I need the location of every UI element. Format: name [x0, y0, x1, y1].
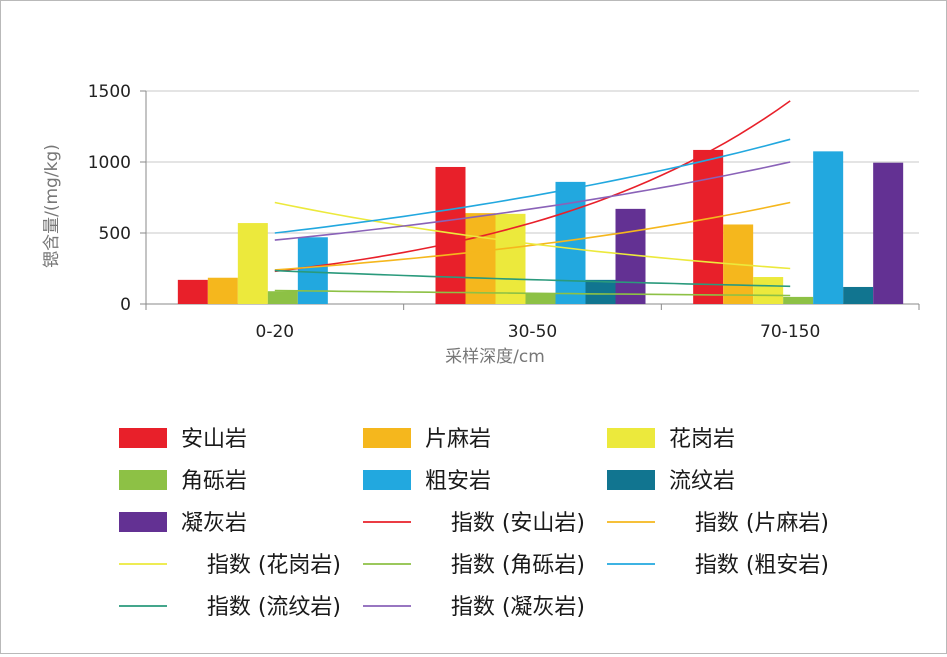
trendline-1	[274, 100, 791, 273]
legend-label: 花岗岩	[669, 427, 735, 452]
trendline-5	[274, 138, 791, 234]
legend-label: 安山岩	[181, 427, 247, 452]
legend-label: 指数 (片麻岩)	[695, 511, 829, 536]
legend-swatch-6	[607, 470, 655, 490]
bar-1-1	[177, 279, 208, 304]
legend-swatch-5	[363, 470, 411, 490]
bar-5-2	[555, 181, 586, 304]
legend-swatch-1	[119, 428, 167, 448]
legend-label: 指数 (流纹岩)	[207, 595, 341, 620]
bar-3-1	[237, 223, 268, 304]
bar-3-3	[753, 277, 784, 304]
y-tick-label: 1500	[88, 82, 131, 102]
x-tick-label: 30-50	[508, 322, 557, 342]
bar-2-1	[207, 277, 238, 304]
bar-5-1	[297, 237, 328, 304]
legend-label: 指数 (凝灰岩)	[451, 595, 585, 620]
trendline-6	[274, 269, 791, 288]
x-tick-label: 0-20	[256, 322, 295, 342]
legend-label: 角砾岩	[181, 469, 247, 494]
trendline-4	[274, 289, 791, 297]
bar-6-3	[843, 286, 874, 304]
legend-swatch-2	[363, 428, 411, 448]
y-tick-label: 0	[120, 295, 131, 315]
bar-7-3	[873, 162, 904, 304]
trendline-3	[274, 201, 791, 270]
trendline-2	[274, 201, 791, 271]
bar-3-2	[495, 213, 526, 304]
bar-4-2	[525, 293, 556, 304]
y-tick-label: 500	[99, 224, 131, 244]
y-axis-title: 锶含量/(mg/kg)	[42, 144, 62, 268]
x-axis-title: 采样深度/cm	[445, 347, 545, 367]
bar-1-2	[435, 166, 466, 304]
legend-swatch-3	[607, 428, 655, 448]
bar-5-3	[813, 151, 844, 304]
legend-swatch-4	[119, 470, 167, 490]
x-tick-label: 70-150	[760, 322, 820, 342]
legend-label: 指数 (粗安岩)	[695, 553, 829, 578]
trendline-7	[274, 161, 791, 241]
bar-6-2	[585, 279, 616, 304]
legend-label: 流纹岩	[669, 469, 735, 494]
bar-1-3	[693, 149, 724, 304]
bar-2-2	[465, 213, 496, 304]
legend-label: 片麻岩	[425, 427, 491, 452]
y-tick-label: 1000	[88, 153, 131, 173]
legend-label: 凝灰岩	[181, 511, 247, 536]
bar-4-1	[267, 291, 298, 304]
legend-label: 指数 (花岗岩)	[207, 553, 341, 578]
legend-label: 指数 (安山岩)	[451, 511, 585, 536]
bar-4-3	[783, 296, 814, 304]
legend-label: 指数 (角砾岩)	[451, 553, 585, 578]
legend-label: 粗安岩	[425, 469, 491, 494]
legend-swatch-7	[119, 512, 167, 532]
